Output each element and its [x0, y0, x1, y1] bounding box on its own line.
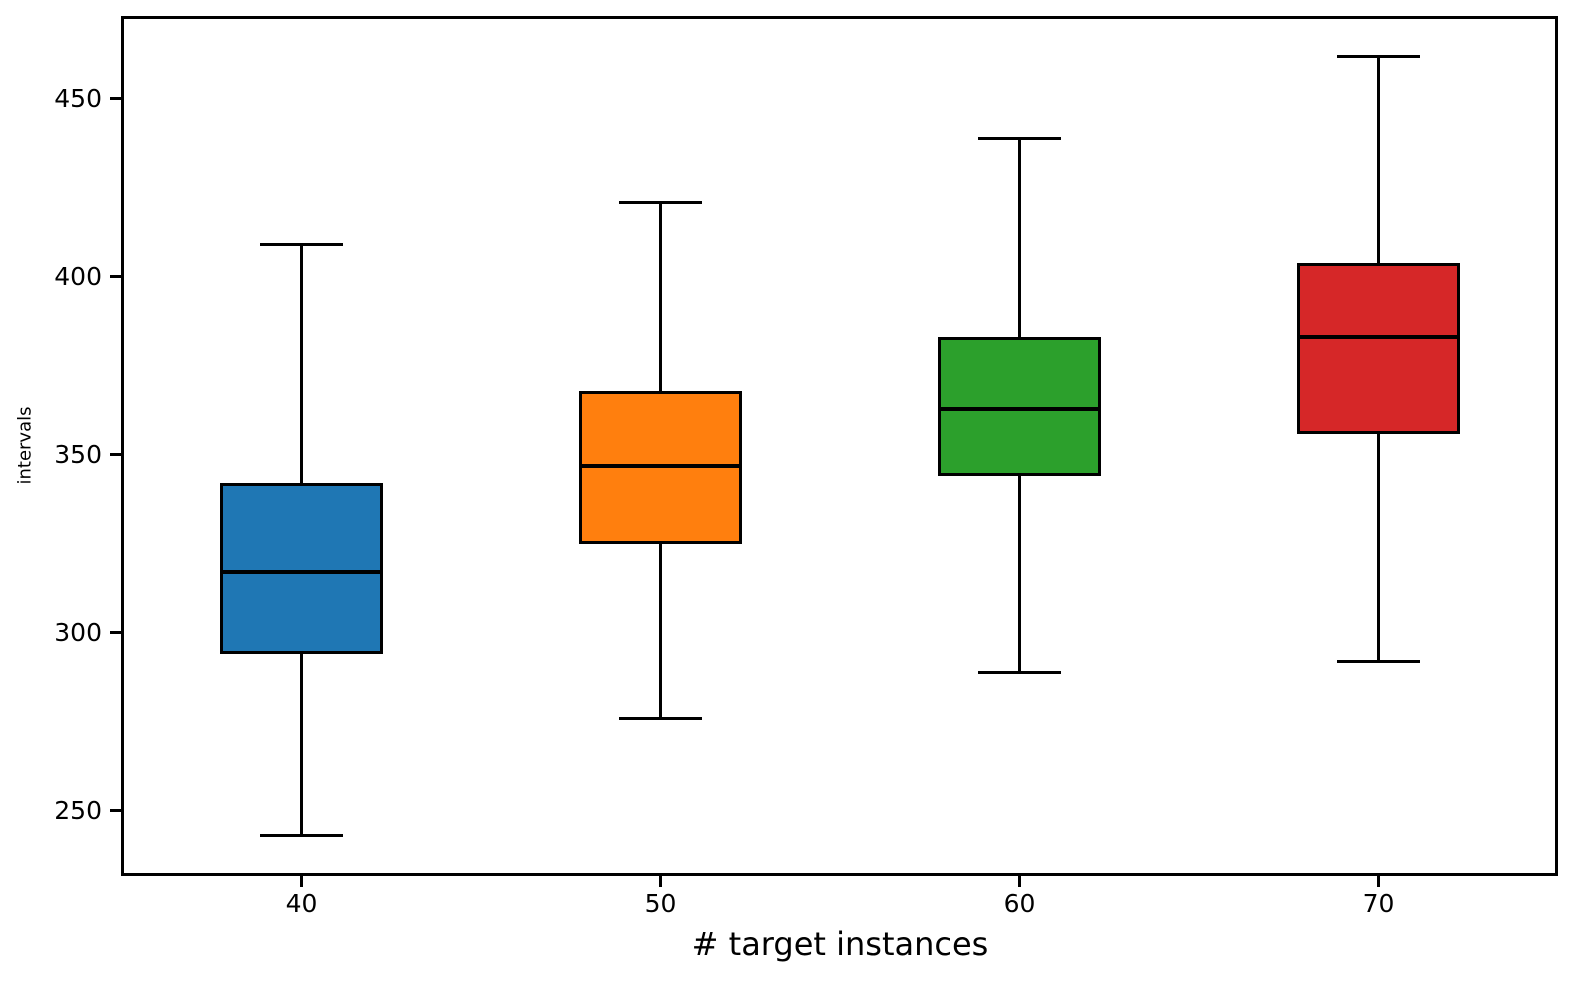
y-tick-450	[110, 97, 122, 101]
x-tick-label-60: 60	[1003, 889, 1036, 918]
whisker-upper-70	[1377, 56, 1380, 263]
y-tick-label-350: 350	[54, 440, 102, 470]
y-tick-label-250: 250	[54, 796, 102, 826]
y-tick-label-400: 400	[54, 262, 102, 292]
median-50	[579, 463, 742, 468]
whisker-lower-60	[1018, 476, 1021, 673]
median-40	[220, 570, 383, 575]
whisker-lower-50	[659, 543, 662, 719]
cap-upper-40	[260, 243, 343, 247]
y-tick-400	[110, 275, 122, 279]
cap-lower-70	[1337, 659, 1420, 663]
y-tick-250	[110, 809, 122, 813]
box-40	[220, 483, 383, 655]
whisker-lower-70	[1377, 433, 1380, 662]
x-tick-60	[1018, 875, 1021, 887]
cap-lower-40	[260, 834, 343, 838]
plot-area	[121, 16, 1558, 876]
median-70	[1297, 335, 1460, 340]
cap-upper-50	[619, 200, 702, 204]
x-tick-label-40: 40	[285, 889, 318, 918]
y-tick-label-300: 300	[54, 618, 102, 648]
whisker-lower-40	[300, 654, 303, 836]
cap-upper-60	[978, 136, 1061, 140]
cap-lower-60	[978, 670, 1061, 674]
x-tick-40	[300, 875, 303, 887]
x-tick-70	[1377, 875, 1380, 887]
whisker-upper-60	[1018, 138, 1021, 338]
cap-lower-50	[619, 716, 702, 720]
whisker-upper-50	[659, 202, 662, 391]
median-60	[938, 406, 1101, 411]
y-tick-300	[110, 631, 122, 635]
box-70	[1297, 262, 1460, 434]
y-tick-350	[110, 453, 122, 457]
whisker-upper-40	[300, 244, 303, 484]
x-tick-label-70: 70	[1362, 889, 1395, 918]
x-tick-50	[659, 875, 662, 887]
cap-upper-70	[1337, 54, 1420, 58]
y-tick-label-450: 450	[54, 84, 102, 114]
x-axis-label: # target instances	[691, 925, 989, 963]
x-tick-label-50: 50	[644, 889, 677, 918]
